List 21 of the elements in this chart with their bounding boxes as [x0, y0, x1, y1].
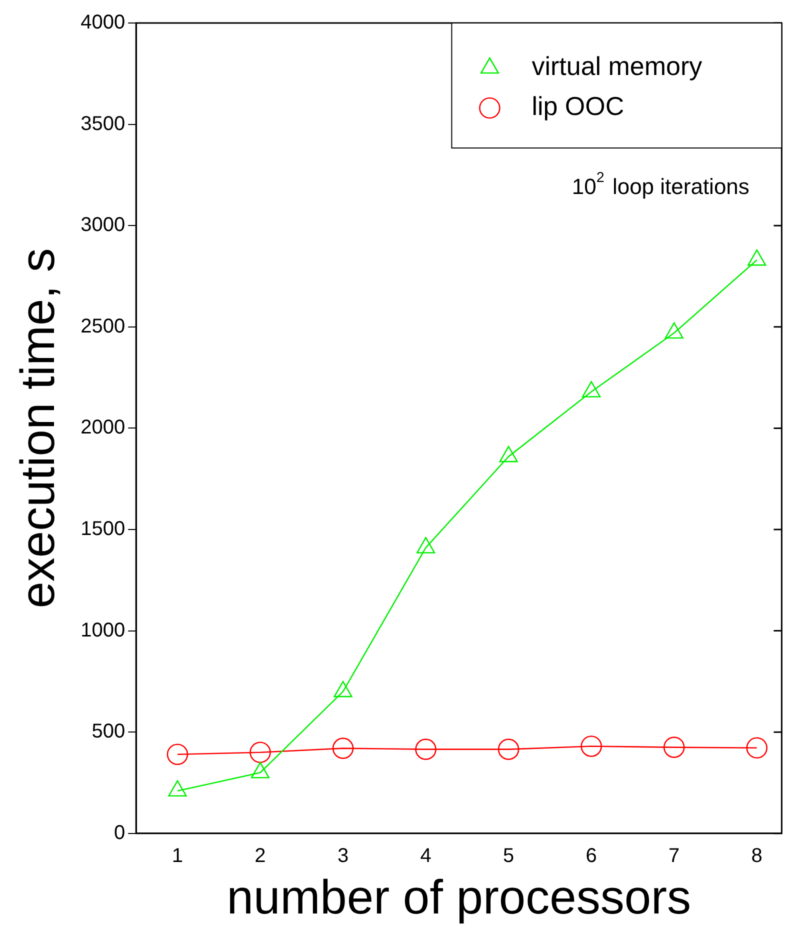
x-tick-label: 5	[502, 844, 514, 867]
y-tick-label: 0	[114, 822, 126, 844]
y-tick-label: 3000	[80, 214, 126, 236]
legend-label: virtual memory	[532, 51, 702, 82]
x-tick-label: 3	[337, 844, 349, 867]
y-tick-label: 500	[92, 720, 126, 743]
y-tick-label: 1500	[80, 518, 126, 540]
y-tick-label: 1000	[80, 619, 126, 642]
y-axis-title: execution time, s	[12, 248, 66, 608]
y-tick-label: 3500	[80, 112, 126, 135]
x-tick-label: 7	[668, 844, 680, 867]
x-tick-label: 2	[254, 844, 266, 867]
y-tick-label: 2500	[80, 315, 126, 338]
x-tick-label: 4	[420, 844, 432, 867]
x-axis-title: number of processors	[226, 871, 691, 924]
y-tick-label: 2000	[80, 416, 126, 439]
legend-label: lip OOC	[532, 91, 624, 122]
x-tick-label: 8	[751, 844, 762, 867]
x-tick-label: 1	[172, 844, 184, 867]
y-tick-label: 4000	[80, 12, 126, 34]
x-tick-label: 6	[586, 844, 597, 867]
